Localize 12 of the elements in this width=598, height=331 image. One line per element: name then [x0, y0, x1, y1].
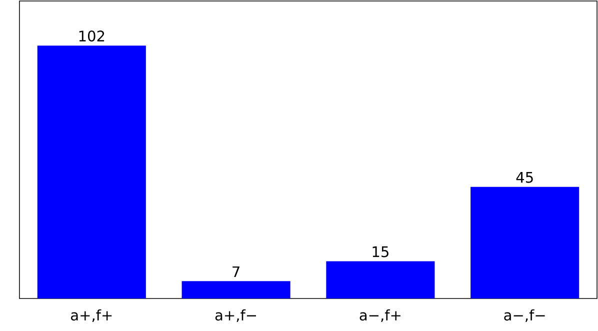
bar: [182, 280, 290, 298]
x-tick-label: a−,f−: [504, 309, 545, 322]
bar: [37, 45, 146, 298]
bar: [326, 261, 435, 298]
data-label: 7: [232, 266, 240, 277]
x-tick-label: a+,f+: [71, 309, 112, 322]
data-label: 15: [372, 246, 388, 258]
data-label: 45: [516, 172, 533, 183]
x-tick-label: a+,f−: [215, 309, 256, 322]
bar: [470, 186, 580, 298]
data-label: 102: [79, 30, 104, 42]
x-tick-label: a−,f+: [360, 309, 400, 322]
